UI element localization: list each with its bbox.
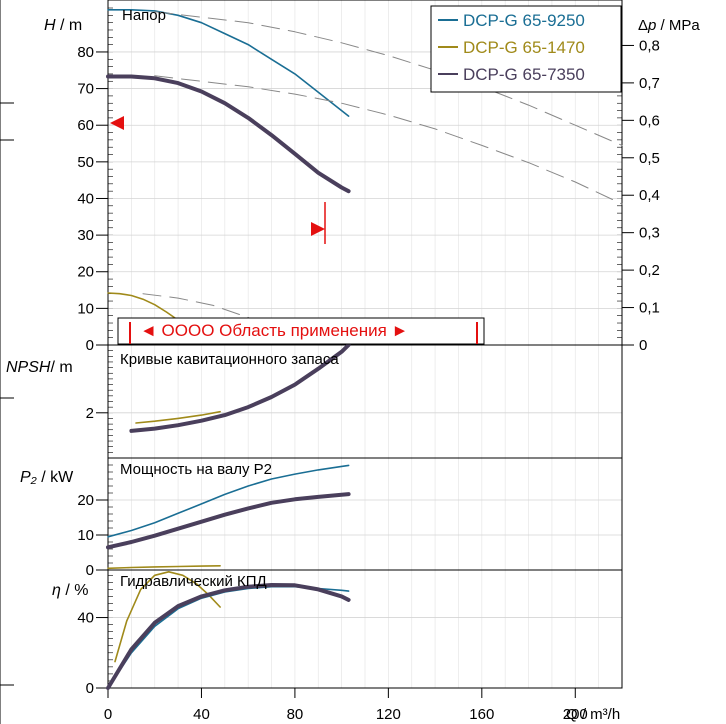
legend-item-3: DCP-G 65-7350 [438, 65, 585, 84]
power-axis-label: P₂ / kW [20, 469, 74, 486]
y-tick-label: 80 [77, 44, 94, 61]
legend: DCP-G 65-9250 DCP-G 65-1470 DCP-G 65-735… [430, 5, 622, 93]
y2-tick-label: 0,5 [639, 150, 660, 167]
application-range-label: ◄ OOOO Область применения ► [140, 321, 408, 340]
panel-frame [107, 569, 623, 689]
x-tick-label: 160 [469, 706, 494, 723]
series-line [106, 492, 351, 550]
legend-label-3: DCP-G 65-7350 [463, 65, 585, 84]
x-tick-label: 0 [104, 706, 112, 723]
panel-frames [107, 0, 623, 689]
y2-tick-label: 0 [639, 337, 647, 354]
series-line [106, 74, 351, 194]
x-tick-label: 40 [193, 706, 210, 723]
y-tick-label: 0 [86, 337, 94, 354]
grid [96, 0, 634, 698]
pressure-axis-label: Δp / MPa [638, 17, 700, 34]
y2-tick-label: 0,3 [639, 225, 660, 242]
y-tick-label: 40 [77, 610, 94, 627]
series-line [106, 583, 351, 690]
y2-tick-label: 0,6 [639, 112, 660, 129]
series-line [114, 571, 221, 663]
series-line [107, 565, 221, 570]
y-tick-label: 0 [86, 680, 94, 697]
y-tick-label: 10 [77, 300, 94, 317]
power-panel-title: Мощность на валу P2 [120, 461, 272, 478]
eff-axis-label: η / % [52, 582, 88, 599]
y-tick-label: 70 [77, 81, 94, 98]
flow-axis-label: Q / m³/h [566, 706, 620, 723]
eff-panel-title: Гидравлический КПД [120, 573, 267, 590]
npsh-axis-label: NPSH/ m [6, 359, 73, 376]
y-tick-label: 20 [77, 492, 94, 509]
series-line [107, 9, 350, 117]
frame-marks [0, 0, 14, 724]
series-line [129, 343, 351, 433]
y-tick-label: 20 [77, 264, 94, 281]
y2-tick-label: 0,2 [639, 262, 660, 279]
y-tick-label: 60 [77, 117, 94, 134]
series-line [107, 464, 350, 538]
tick-labels: 0102030405060708000,10,20,30,40,50,60,70… [77, 37, 660, 723]
npsh-panel-title: Кривые кавитационного запаса [120, 351, 339, 368]
y2-tick-label: 0,4 [639, 187, 660, 204]
legend-label-1: DCP-G 65-9250 [463, 11, 585, 30]
series-line [135, 410, 221, 424]
x-tick-label: 200 [563, 706, 588, 723]
y2-tick-label: 0,7 [639, 75, 660, 92]
legend-item-1: DCP-G 65-9250 [438, 11, 585, 30]
y-tick-label: 40 [77, 190, 94, 207]
y-tick-label: 10 [77, 527, 94, 544]
y-tick-label: 30 [77, 227, 94, 244]
right-marker-icon [311, 222, 325, 236]
left-marker-icon [110, 116, 124, 130]
series-lines [106, 9, 623, 690]
x-tick-label: 120 [376, 706, 401, 723]
y2-tick-label: 0,8 [639, 37, 660, 54]
y-tick-label: 50 [77, 154, 94, 171]
legend-label-2: DCP-G 65-1470 [463, 38, 585, 57]
application-range: ◄ OOOO Область применения ► [117, 317, 485, 345]
legend-item-2: DCP-G 65-1470 [438, 38, 585, 57]
x-tick-label: 80 [287, 706, 304, 723]
y-tick-label: 2 [86, 405, 94, 422]
operating-markers [110, 116, 326, 244]
head-panel-title: Напор [122, 7, 166, 24]
y-tick-label: 0 [86, 562, 94, 579]
head-axis-label: H / m [44, 17, 82, 34]
y2-tick-label: 0,1 [639, 300, 660, 317]
